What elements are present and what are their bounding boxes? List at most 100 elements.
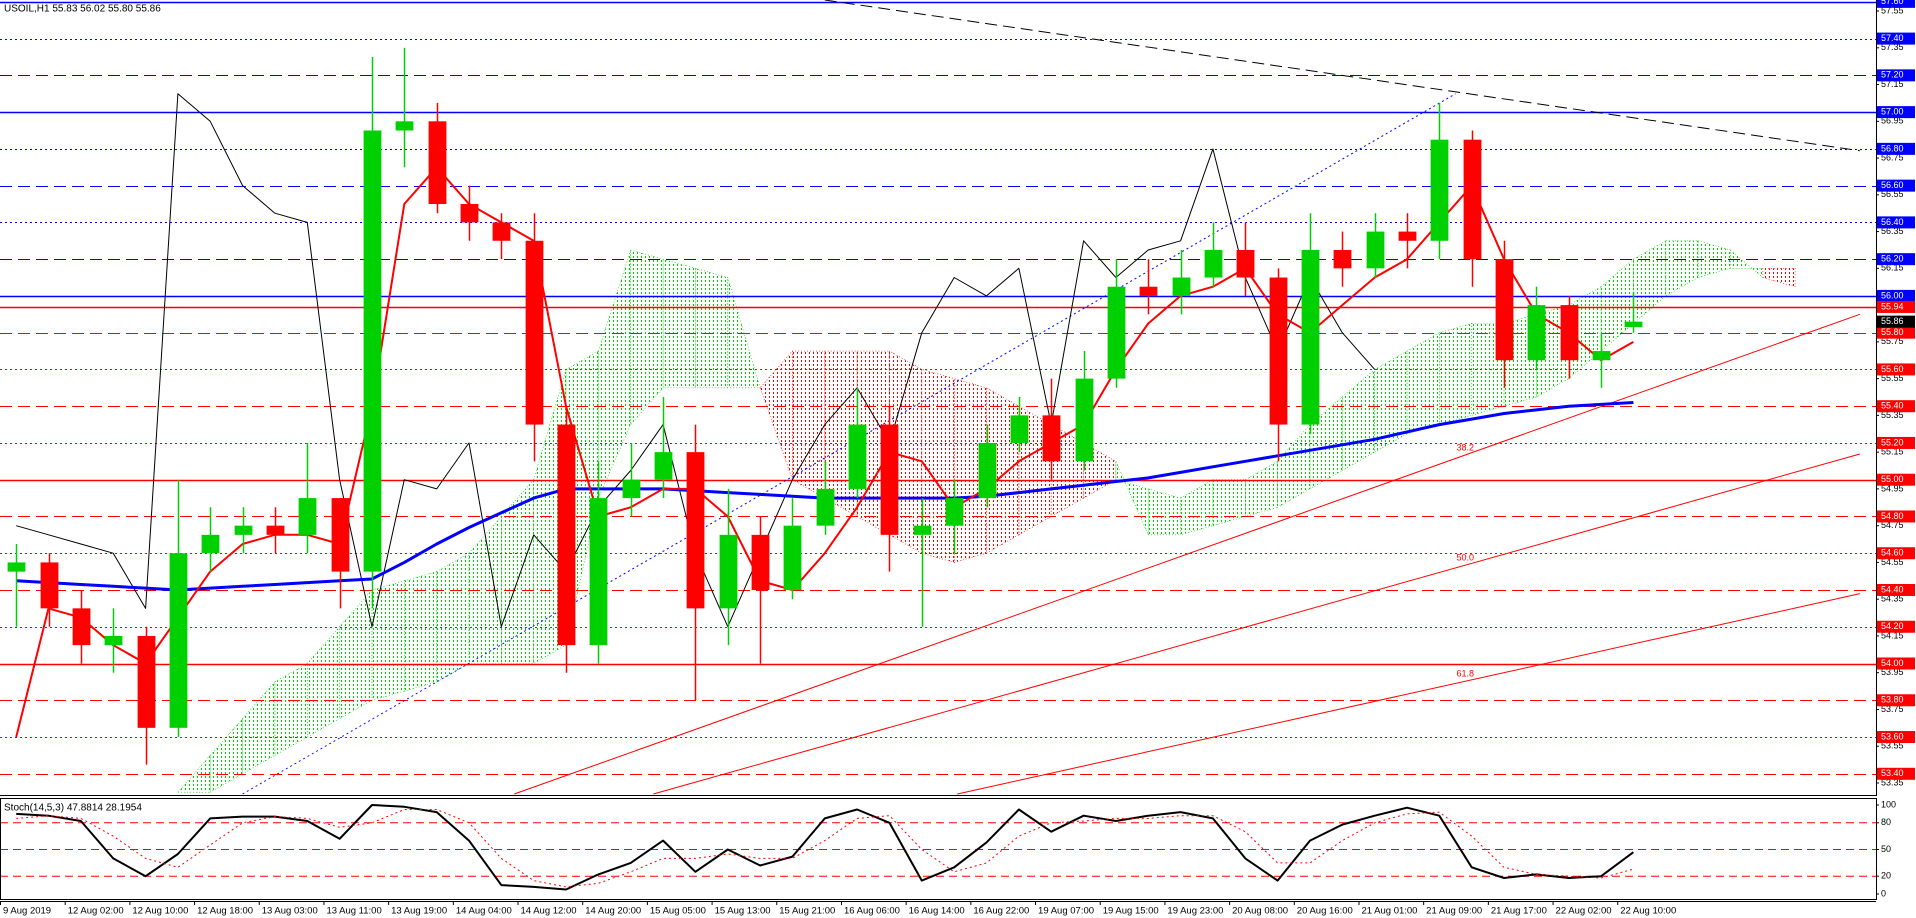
y-tick-label: 55.35	[1881, 410, 1904, 420]
level-label-box	[1877, 300, 1915, 313]
level-label: 54.60	[1881, 548, 1904, 558]
cloud-segment	[274, 662, 308, 756]
level-label: 53.80	[1881, 695, 1904, 705]
level-label-box	[1877, 694, 1915, 707]
level-label: 55.94	[1881, 301, 1904, 311]
indicator-line	[15, 166, 1634, 738]
candle-body	[1463, 139, 1482, 260]
level-label: 54.20	[1881, 621, 1904, 631]
level-label-box	[1877, 657, 1915, 670]
level-label-box	[1877, 583, 1915, 596]
level-label-box	[1877, 731, 1915, 744]
cloud-segment	[1439, 323, 1472, 425]
level-label: 56.00	[1881, 290, 1904, 300]
cloud-segment	[695, 267, 729, 389]
candle-body	[880, 424, 899, 535]
x-tick-label: 12 Aug 18:00	[197, 906, 253, 917]
level-label-box	[1877, 106, 1915, 119]
fib-fan-label: 61.8	[1456, 669, 1474, 679]
cloud-segment	[1762, 267, 1796, 288]
candle-body	[1366, 231, 1385, 269]
x-tick-label: 15 Aug 05:00	[650, 906, 706, 917]
x-tick-label: 22 Aug 10:00	[1620, 906, 1676, 917]
fib-fan-label: 50.0	[1456, 553, 1474, 563]
level-label: 55.20	[1881, 437, 1904, 447]
level-label: 54.00	[1881, 658, 1904, 668]
candle-body	[816, 488, 835, 526]
x-tick-label: 21 Aug 01:00	[1361, 906, 1417, 917]
level-label-box	[1877, 142, 1915, 155]
candle-body	[686, 452, 705, 609]
y-tick-label: 54.15	[1881, 630, 1904, 640]
candle-body	[1495, 259, 1514, 361]
stoch-title: Stoch(14,5,3) 47.8814 28.1954	[4, 803, 142, 814]
candle-body	[40, 562, 59, 609]
y-tick-label: 57.55	[1881, 5, 1904, 15]
level-label: 57.40	[1881, 33, 1904, 43]
level-label-box	[1877, 0, 1915, 8]
x-tick-label: 21 Aug 17:00	[1491, 906, 1547, 917]
level-label-box	[1877, 620, 1915, 633]
candle-body	[913, 525, 932, 535]
cloud-segment	[436, 552, 470, 683]
y-tick-label: 80	[1881, 817, 1891, 827]
candle-body	[331, 498, 350, 572]
candle-body	[1107, 286, 1126, 379]
y-tick-label: 54.55	[1881, 557, 1904, 567]
candle-body	[1430, 139, 1449, 241]
candle-body	[1301, 249, 1320, 425]
cloud-segment	[1277, 423, 1311, 508]
cloud-segment	[1342, 368, 1375, 472]
candle-body	[978, 442, 997, 499]
trend-line	[824, 0, 1860, 152]
y-tick-label: 56.35	[1881, 226, 1904, 236]
fib-fan-label: 38.2	[1456, 442, 1474, 452]
cloud-segment	[662, 258, 696, 389]
y-tick-label: 53.35	[1881, 777, 1904, 787]
cloud-segment	[1374, 350, 1408, 453]
x-tick-label: 22 Aug 02:00	[1556, 906, 1612, 917]
x-tick-label: 16 Aug 22:00	[973, 906, 1029, 917]
candle-body	[72, 608, 91, 646]
candle-body	[428, 121, 447, 205]
cloud-segment	[727, 277, 761, 389]
level-label: 57.60	[1881, 0, 1904, 6]
cloud-segment	[792, 350, 826, 499]
candle-body	[1172, 277, 1191, 296]
x-tick-label: 13 Aug 11:00	[326, 906, 381, 917]
level-label: 54.40	[1881, 584, 1904, 594]
candle-body	[298, 498, 317, 535]
level-label: 55.00	[1881, 474, 1904, 484]
x-tick-label: 12 Aug 02:00	[68, 906, 124, 917]
candle-body	[395, 121, 414, 131]
x-tick-label: 9 Aug 2019	[3, 906, 51, 917]
candle-body	[460, 204, 479, 223]
x-tick-label: 13 Aug 19:00	[391, 906, 447, 917]
level-label-box	[1877, 32, 1915, 45]
candle-body	[557, 424, 576, 646]
candle-body	[525, 240, 544, 425]
level-label: 57.20	[1881, 70, 1904, 80]
candle-body	[1333, 249, 1352, 269]
x-tick-label: 16 Aug 14:00	[909, 906, 965, 917]
y-tick-label: 53.55	[1881, 741, 1904, 751]
x-tick-label: 19 Aug 15:00	[1103, 906, 1159, 917]
x-tick-label: 12 Aug 10:00	[132, 906, 188, 917]
level-label-box	[1877, 510, 1915, 523]
level-label: 53.40	[1881, 768, 1904, 778]
y-tick-label: 54.95	[1881, 483, 1904, 493]
level-label: 54.80	[1881, 511, 1904, 521]
level-label: 56.80	[1881, 143, 1904, 153]
x-tick-label: 20 Aug 16:00	[1297, 906, 1353, 917]
level-label-box	[1877, 547, 1915, 560]
level-label-box	[1877, 253, 1915, 266]
candle-body	[719, 534, 738, 609]
candle-body	[1075, 378, 1094, 462]
y-tick-label: 50	[1881, 844, 1891, 854]
main-title: USOIL,H1 55.83 56.02 55.80 55.86	[4, 4, 161, 15]
y-tick-label: 56.55	[1881, 189, 1904, 199]
candle-body	[654, 452, 673, 480]
stoch-line	[16, 804, 1634, 891]
